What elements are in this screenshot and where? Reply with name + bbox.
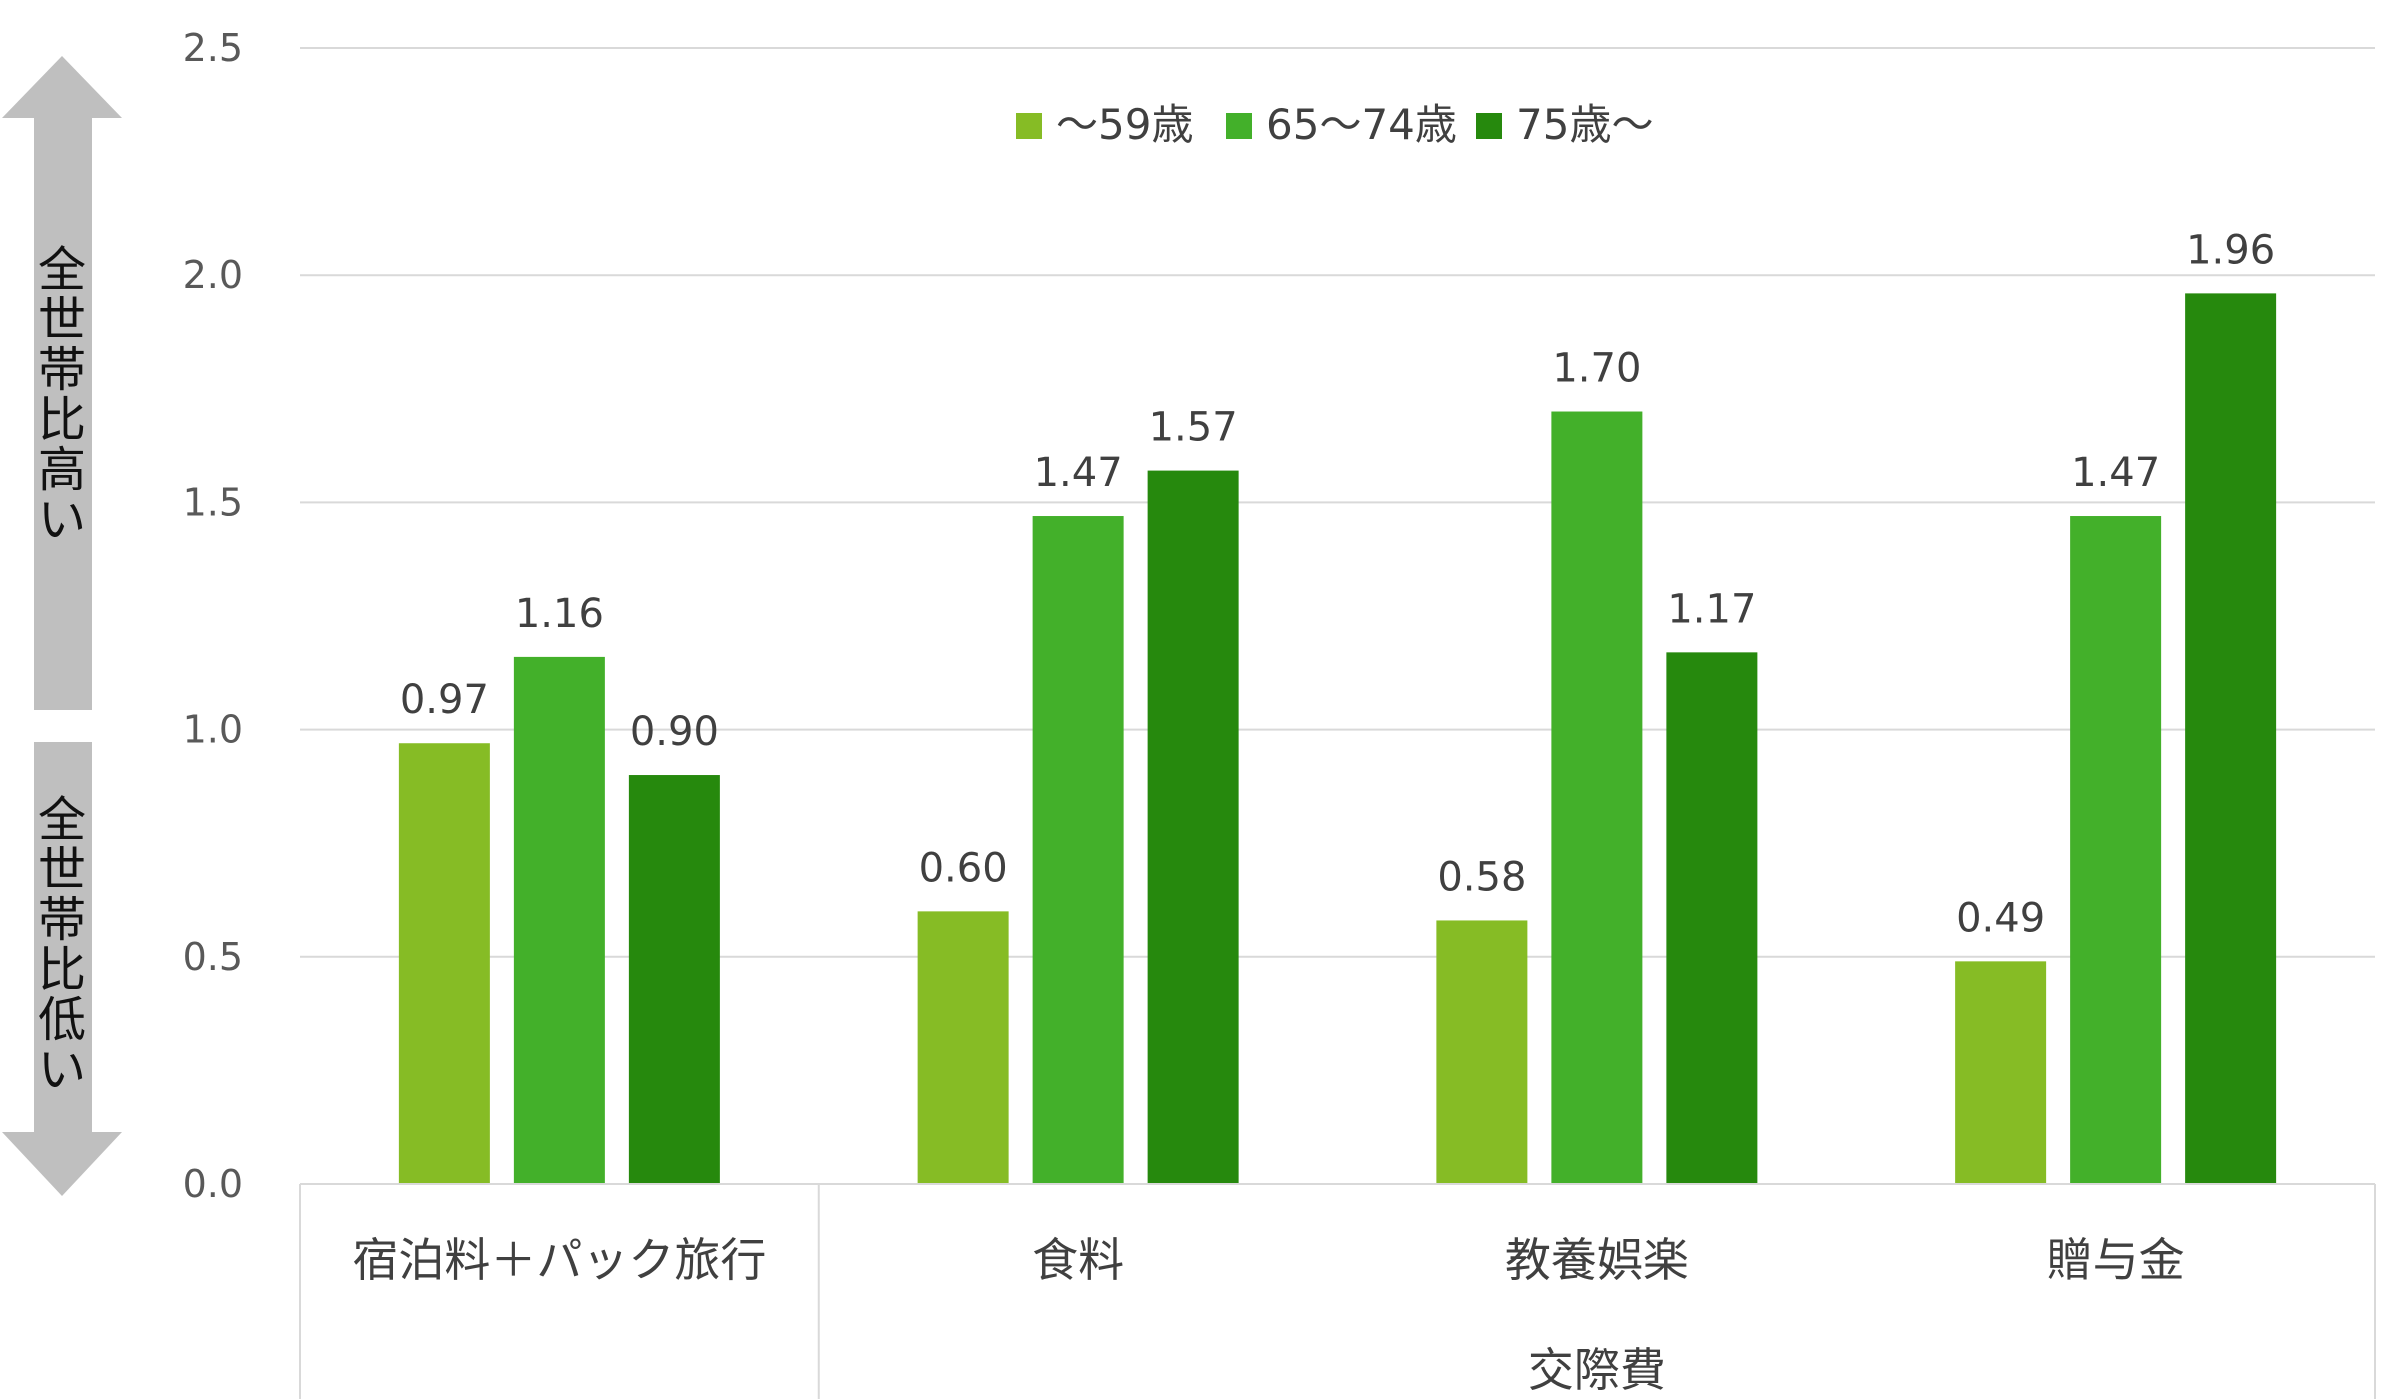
y-tick-label: 0.0 <box>183 1162 243 1206</box>
gridlines <box>300 47 2375 958</box>
bar <box>2070 516 2162 1184</box>
data-labels: 0.97 0.60 0.58 0.49 1.16 1.47 1.70 1.47 0.90 1.57… <box>400 227 2275 941</box>
bar <box>513 656 605 1184</box>
data-label: 1.70 <box>1552 346 1641 392</box>
y-tick-label: 1.0 <box>183 708 243 752</box>
data-label: 1.47 <box>1034 450 1123 496</box>
data-label: 1.96 <box>2186 227 2275 273</box>
bar <box>1436 920 1528 1184</box>
data-label: 0.58 <box>1437 854 1526 900</box>
legend-swatch <box>1016 113 1042 139</box>
y-tick-label: 0.5 <box>183 935 243 979</box>
legend-label: 75歳～ <box>1516 100 1653 149</box>
y-axis: 0.0 0.5 1.0 1.5 2.0 2.5 <box>183 26 243 1206</box>
data-label: 0.49 <box>1956 895 2045 941</box>
bars <box>398 293 2277 1185</box>
legend-label: 65～74歳 <box>1266 100 1457 149</box>
up-arrow <box>2 56 122 710</box>
bar <box>1551 411 1643 1184</box>
data-label: 0.97 <box>400 677 489 723</box>
legend: ～59歳 65～74歳 75歳～ <box>1016 100 1653 149</box>
y-tick-label: 1.5 <box>183 480 243 524</box>
bar <box>628 775 720 1184</box>
bar <box>2185 293 2277 1185</box>
category-label: 贈与金 <box>2047 1233 2185 1287</box>
bar <box>917 911 1009 1184</box>
data-label: 0.90 <box>630 709 719 755</box>
data-label: 1.17 <box>1667 586 1756 632</box>
bar <box>398 743 490 1184</box>
data-label: 0.60 <box>919 845 1008 891</box>
legend-swatch <box>1226 113 1252 139</box>
bar <box>1147 470 1239 1184</box>
bar <box>1032 516 1124 1184</box>
data-label: 1.16 <box>515 591 604 637</box>
down-arrow <box>2 742 122 1196</box>
bar <box>1955 961 2047 1184</box>
lower-annotation: 全世帯比低い <box>38 792 86 1098</box>
legend-swatch <box>1476 113 1502 139</box>
category-label: 宿泊料＋パック旅行 <box>352 1233 766 1287</box>
y-tick-label: 2.5 <box>183 26 243 70</box>
y-tick-label: 2.0 <box>183 253 243 297</box>
group-label: 交際費 <box>1528 1343 1666 1397</box>
legend-item: 65～74歳 <box>1226 100 1457 149</box>
category-label: 教養娯楽 <box>1505 1233 1689 1287</box>
legend-label: ～59歳 <box>1056 100 1193 149</box>
bar <box>1666 652 1758 1184</box>
legend-item: 75歳～ <box>1476 100 1653 149</box>
legend-item: ～59歳 <box>1016 100 1193 149</box>
data-label: 1.57 <box>1149 405 1238 451</box>
upper-annotation: 全世帯比高い <box>38 242 86 548</box>
category-label: 食料 <box>1032 1233 1124 1287</box>
data-label: 1.47 <box>2071 450 2160 496</box>
